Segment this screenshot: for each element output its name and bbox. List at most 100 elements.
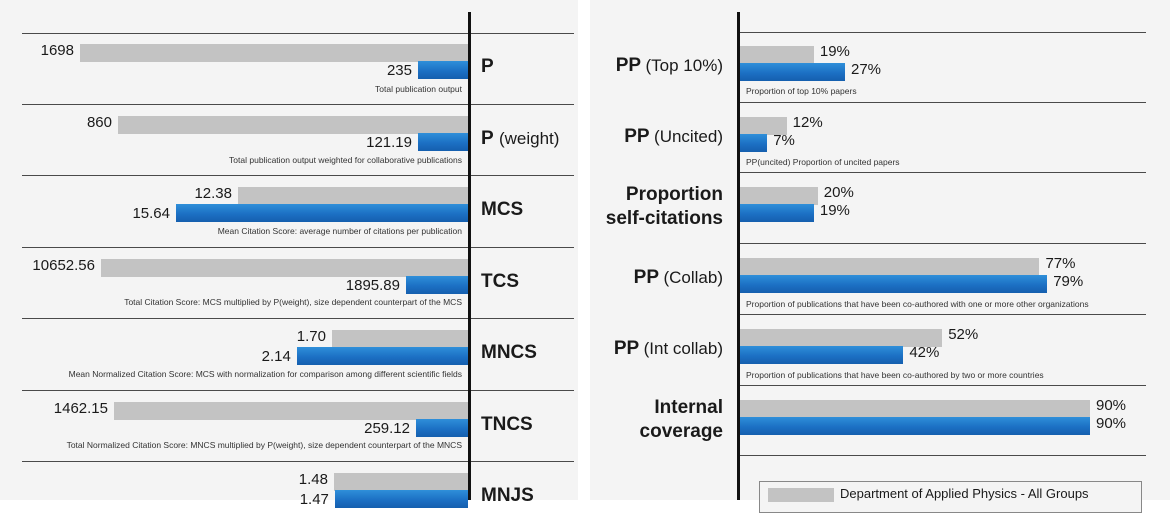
bar-unit-collab <box>740 275 1048 294</box>
separator-left-top-ext <box>471 33 574 34</box>
metric-mncs: MNCS <box>481 342 537 364</box>
bar-group-mncs <box>332 330 468 348</box>
desc-mncs: Mean Normalized Citation Score: MCS with… <box>68 369 462 379</box>
label-unit-tcs: 1895.89 <box>345 276 400 294</box>
right-axis <box>737 12 740 500</box>
bar-group-p <box>80 44 468 62</box>
desc-collab: Proportion of publications that have bee… <box>746 299 1089 309</box>
label-group-intcollab: 52% <box>948 325 979 343</box>
label-unit-selfcit: 19% <box>819 202 850 220</box>
bar-unit-mnjs <box>334 490 468 508</box>
metric-name-pptop: PP <box>615 55 642 76</box>
separator-left-ext-1 <box>471 175 574 176</box>
metric-pptop: PP (Top 10%) <box>528 55 723 77</box>
separator-left-1 <box>22 175 468 176</box>
bar-group-collab <box>740 258 1040 277</box>
metric-collab: PP (Collab) <box>528 267 723 289</box>
label-unit-collab: 79% <box>1053 273 1084 291</box>
separator-left-5 <box>22 461 468 462</box>
bar-group-pptop <box>740 46 814 64</box>
metric-tncs: TNCS <box>481 414 533 436</box>
label-unit-p: 235 <box>386 62 412 79</box>
separator-right-1 <box>740 172 1146 174</box>
separator-left-0 <box>22 103 468 105</box>
label-group-mcs: 12.38 <box>194 185 232 202</box>
metric-intcollab: PP (Int collab) <box>528 338 723 360</box>
bar-group-ppuncited <box>740 116 787 135</box>
separator-left-ext-3 <box>471 318 574 319</box>
separator-left-2 <box>22 246 468 248</box>
label-group-mnjs: 1.48 <box>298 471 328 488</box>
separator-right-2 <box>740 243 1146 245</box>
metric-selfcit: Proportion self-citations <box>528 183 723 231</box>
metric-name-mncs: MNCS <box>481 342 537 363</box>
metric-p: P <box>481 56 494 78</box>
label-group-pptop: 19% <box>819 43 850 60</box>
label-group-coverage: 90% <box>1096 396 1127 414</box>
separator-left-ext-2 <box>471 246 574 248</box>
metric-tcs: TCS <box>481 271 519 293</box>
bar-unit-selfcit <box>740 204 814 223</box>
metric-mnjs: MNJS <box>481 485 534 507</box>
bar-unit-tcs <box>406 275 468 294</box>
metric-name-p: P <box>481 56 494 77</box>
metric-name-pw: P <box>481 127 494 149</box>
metric-name-tncs: TNCS <box>481 413 533 435</box>
bar-unit-pptop <box>740 63 845 81</box>
metric-sub-collab: (Collab) <box>663 268 723 288</box>
left-axis <box>468 12 471 500</box>
metric-name-mnjs: MNJS <box>481 485 534 506</box>
bar-group-mnjs <box>334 473 468 491</box>
bar-unit-intcollab <box>740 345 904 364</box>
separator-left-ext-4 <box>471 389 574 391</box>
label-group-tncs: 1462.15 <box>53 399 108 417</box>
label-unit-pw: 121.19 <box>366 133 412 151</box>
bar-unit-mcs <box>176 204 468 222</box>
separator-left-top <box>22 33 468 34</box>
bar-group-tcs <box>101 258 468 277</box>
label-unit-coverage: 90% <box>1096 414 1127 432</box>
metric-name-collab: PP <box>633 267 660 289</box>
bar-group-coverage <box>740 399 1090 418</box>
label-unit-tncs: 259.12 <box>364 419 410 437</box>
bar-unit-mncs <box>296 347 468 365</box>
metric-line2-selfcit: self-citations <box>605 208 723 230</box>
metric-pw: P (weight) <box>481 128 559 150</box>
desc-ppuncited: PP(uncited) Proportion of uncited papers <box>746 157 900 167</box>
label-unit-mnjs: 1.47 <box>299 491 329 508</box>
desc-mcs: Mean Citation Score: average number of c… <box>217 226 462 236</box>
desc-tcs: Total Citation Score: MCS multiplied by … <box>124 297 462 307</box>
separator-left-3 <box>22 318 468 319</box>
bar-group-selfcit <box>740 187 818 206</box>
label-unit-ppuncited: 7% <box>773 131 795 149</box>
metric-ppuncited: PP (Uncited) <box>528 126 723 148</box>
metric-coverage: Internal coverage <box>528 396 723 444</box>
label-group-ppuncited: 12% <box>792 113 823 131</box>
label-unit-intcollab: 42% <box>909 343 940 361</box>
separator-left-4 <box>22 389 468 391</box>
metric-mcs: MCS <box>481 199 523 221</box>
label-group-p: 1698 <box>40 42 74 59</box>
label-group-tcs: 10652.56 <box>32 256 95 274</box>
bar-group-mcs <box>238 187 468 205</box>
separator-left-ext-0 <box>471 103 574 105</box>
metric-line1-coverage: Internal <box>654 396 723 418</box>
label-unit-mncs: 2.14 <box>261 348 291 365</box>
label-group-pw: 860 <box>86 113 112 131</box>
desc-intcollab: Proportion of publications that have bee… <box>746 370 1044 380</box>
separator-right-3 <box>740 313 1146 315</box>
metric-line1-selfcit: Proportion <box>625 184 723 206</box>
separator-right-4 <box>740 384 1146 386</box>
bar-group-intcollab <box>740 328 943 347</box>
metric-sub-pw: (weight) <box>498 128 560 148</box>
label-unit-mcs: 15.64 <box>132 205 170 222</box>
bar-unit-coverage <box>740 416 1090 435</box>
bar-unit-p <box>418 61 468 79</box>
label-unit-pptop: 27% <box>851 61 882 78</box>
separator-right-5 <box>740 455 1146 457</box>
desc-p: Total publication output <box>375 84 462 94</box>
desc-pw: Total publication output weighted for co… <box>229 155 462 165</box>
bar-unit-ppuncited <box>740 133 768 152</box>
label-group-mncs: 1.70 <box>296 328 326 345</box>
legend-swatch-group <box>768 488 834 502</box>
